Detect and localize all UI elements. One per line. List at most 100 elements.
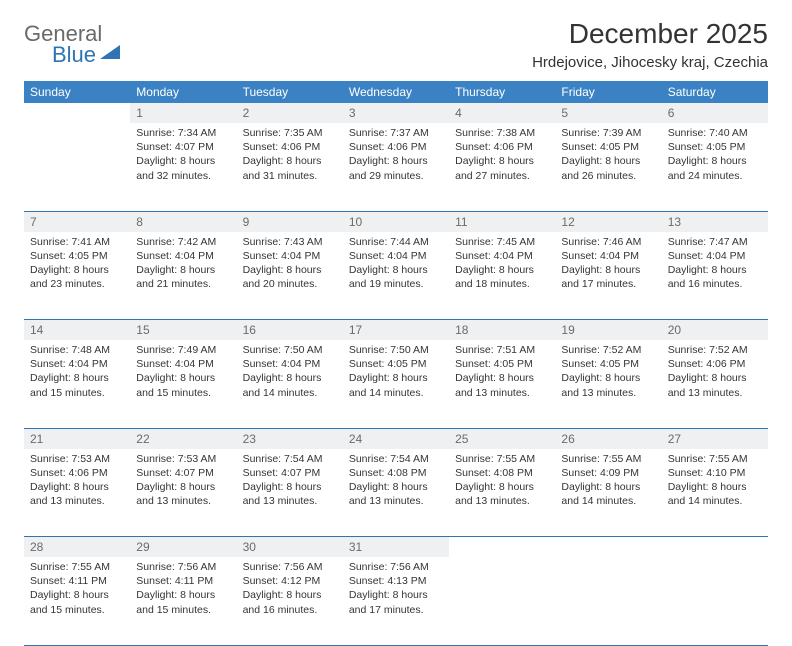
day-number-cell: 23 [237,428,343,449]
day-line: Daylight: 8 hours and 23 minutes. [30,263,124,291]
day-number-cell: 26 [555,428,661,449]
day-number-cell: 20 [662,320,768,341]
field-label: Sunset: [455,467,494,479]
day-line: Sunset: 4:04 PM [668,249,762,263]
field-label: Daylight: [349,264,393,276]
daynum-row: 78910111213 [24,211,768,232]
field-label: Daylight: [455,372,499,384]
day-cell: Sunrise: 7:39 AMSunset: 4:05 PMDaylight:… [555,123,661,211]
field-label: Sunrise: [136,344,177,356]
day-cell-body: Sunrise: 7:54 AMSunset: 4:07 PMDaylight:… [237,449,343,515]
field-value: 7:52 AM [709,344,748,356]
day-line: Daylight: 8 hours and 17 minutes. [349,588,443,616]
day-number-cell: 24 [343,428,449,449]
day-cell: Sunrise: 7:50 AMSunset: 4:05 PMDaylight:… [343,340,449,428]
field-value: 4:04 PM [600,250,639,262]
field-value: 4:05 PM [706,141,745,153]
field-label: Sunrise: [136,236,177,248]
day-line: Sunset: 4:13 PM [349,574,443,588]
day-cell-body: Sunrise: 7:53 AMSunset: 4:07 PMDaylight:… [130,449,236,515]
field-value: 4:04 PM [175,250,214,262]
day-number-cell: 14 [24,320,130,341]
day-number-cell: 9 [237,211,343,232]
day-line: Sunrise: 7:50 AM [243,343,337,357]
day-cell: Sunrise: 7:53 AMSunset: 4:06 PMDaylight:… [24,449,130,537]
day-cell: Sunrise: 7:44 AMSunset: 4:04 PMDaylight:… [343,232,449,320]
day-line: Daylight: 8 hours and 15 minutes. [136,588,230,616]
day-line: Sunrise: 7:54 AM [243,452,337,466]
field-label: Daylight: [668,481,712,493]
brand-logo: General Blue [24,18,120,66]
daynum-row: 123456 [24,103,768,123]
field-label: Sunset: [455,358,494,370]
day-line: Sunrise: 7:48 AM [30,343,124,357]
field-label: Sunset: [455,250,494,262]
day-cell-body: Sunrise: 7:55 AMSunset: 4:10 PMDaylight:… [662,449,768,515]
day-line: Daylight: 8 hours and 14 minutes. [243,371,337,399]
field-label: Sunrise: [349,561,390,573]
field-label: Daylight: [30,372,74,384]
field-label: Daylight: [455,155,499,167]
day-line: Daylight: 8 hours and 13 minutes. [455,480,549,508]
field-value: 7:50 AM [284,344,323,356]
day-line: Daylight: 8 hours and 13 minutes. [243,480,337,508]
day-cell-body: Sunrise: 7:56 AMSunset: 4:12 PMDaylight:… [237,557,343,623]
day-number-cell: 17 [343,320,449,341]
day-number-cell: 18 [449,320,555,341]
day-cell: Sunrise: 7:35 AMSunset: 4:06 PMDaylight:… [237,123,343,211]
field-label: Daylight: [349,372,393,384]
day-cell-body: Sunrise: 7:56 AMSunset: 4:11 PMDaylight:… [130,557,236,623]
field-label: Daylight: [243,372,287,384]
day-cell-body: Sunrise: 7:39 AMSunset: 4:05 PMDaylight:… [555,123,661,189]
field-value: 7:51 AM [497,344,536,356]
day-line: Sunrise: 7:40 AM [668,126,762,140]
day-line: Sunset: 4:09 PM [561,466,655,480]
field-label: Daylight: [668,264,712,276]
day-line: Sunset: 4:08 PM [455,466,549,480]
day-cell-body: Sunrise: 7:54 AMSunset: 4:08 PMDaylight:… [343,449,449,515]
day-line: Daylight: 8 hours and 14 minutes. [561,480,655,508]
day-line: Daylight: 8 hours and 13 minutes. [668,371,762,399]
day-number-cell: 21 [24,428,130,449]
field-value: 7:52 AM [603,344,642,356]
day-number-cell: 13 [662,211,768,232]
day-number-cell: 2 [237,103,343,123]
field-label: Daylight: [136,481,180,493]
week-row: Sunrise: 7:34 AMSunset: 4:07 PMDaylight:… [24,123,768,211]
field-value: 7:44 AM [390,236,429,248]
field-value: 4:07 PM [175,467,214,479]
field-label: Daylight: [30,481,74,493]
day-number-cell: 4 [449,103,555,123]
field-value: 4:04 PM [69,358,108,370]
day-number-cell: 7 [24,211,130,232]
day-number-cell: 28 [24,537,130,558]
day-cell-body: Sunrise: 7:46 AMSunset: 4:04 PMDaylight:… [555,232,661,298]
day-line: Sunset: 4:04 PM [136,357,230,371]
field-value: 7:45 AM [497,236,536,248]
field-label: Sunrise: [243,236,284,248]
day-cell: Sunrise: 7:38 AMSunset: 4:06 PMDaylight:… [449,123,555,211]
day-line: Daylight: 8 hours and 14 minutes. [668,480,762,508]
field-label: Daylight: [349,155,393,167]
week-row: Sunrise: 7:53 AMSunset: 4:06 PMDaylight:… [24,449,768,537]
day-cell-body: Sunrise: 7:34 AMSunset: 4:07 PMDaylight:… [130,123,236,189]
day-cell-body: Sunrise: 7:45 AMSunset: 4:04 PMDaylight:… [449,232,555,298]
field-label: Sunrise: [668,236,709,248]
day-line: Sunrise: 7:52 AM [668,343,762,357]
day-cell: Sunrise: 7:40 AMSunset: 4:05 PMDaylight:… [662,123,768,211]
field-value: 7:56 AM [390,561,429,573]
field-label: Sunrise: [455,236,496,248]
field-value: 7:55 AM [71,561,110,573]
day-cell: Sunrise: 7:42 AMSunset: 4:04 PMDaylight:… [130,232,236,320]
field-label: Daylight: [561,264,605,276]
day-cell: Sunrise: 7:34 AMSunset: 4:07 PMDaylight:… [130,123,236,211]
field-label: Sunset: [243,467,282,479]
day-line: Daylight: 8 hours and 31 minutes. [243,154,337,182]
field-value: 7:40 AM [709,127,748,139]
field-value: 7:38 AM [497,127,536,139]
field-label: Sunrise: [561,127,602,139]
day-line: Sunrise: 7:55 AM [30,560,124,574]
field-value: 4:04 PM [281,358,320,370]
calendar-table: SundayMondayTuesdayWednesdayThursdayFrid… [24,81,768,646]
field-value: 7:41 AM [71,236,110,248]
